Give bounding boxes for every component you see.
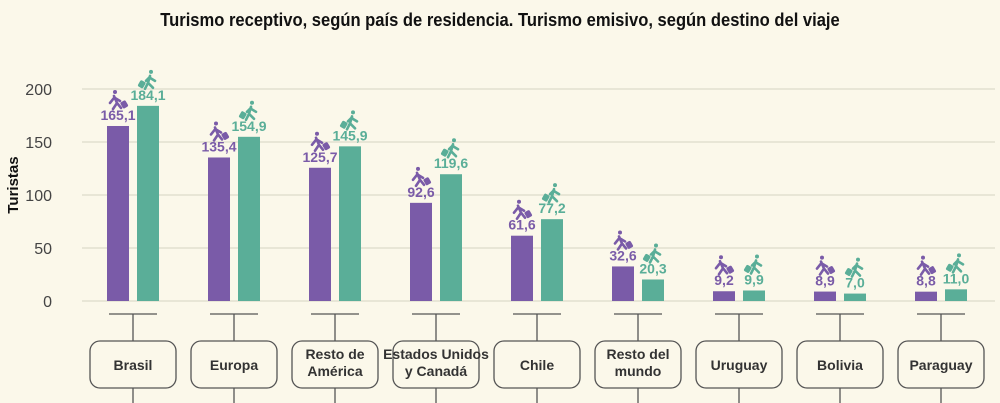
category-label: Europa [210,357,258,373]
departing-traveler-icon [743,254,763,275]
bar [844,293,866,301]
departing-traveler-icon [339,110,359,131]
bar [208,157,230,301]
data-label: 20,3 [639,260,666,276]
data-label: 119,6 [434,155,468,171]
category-label: Resto de [305,346,364,362]
arriving-traveler-icon [411,166,432,188]
bar [440,174,462,301]
category-label: mundo [615,363,662,379]
data-label: 125,7 [302,149,337,165]
data-label: 77,2 [538,200,565,216]
data-label: 11,0 [943,270,970,286]
category-box [392,340,480,389]
bar [339,146,361,301]
arriving-traveler-icon [916,255,937,276]
category-label: Uruguay [711,357,768,373]
y-tick-label: 200 [25,82,52,99]
bar [642,279,664,301]
bar [541,219,563,301]
data-label: 61,6 [508,217,535,233]
category-box [493,340,581,389]
category-label: América [307,363,362,379]
bar [511,235,533,301]
data-label: 145,9 [332,127,367,143]
category-label: Estados Unidos [383,346,489,362]
data-label: 9,9 [744,272,764,288]
category-label: y Canadá [405,363,467,379]
data-label: 154,9 [231,118,266,134]
category-label: Brasil [114,357,153,373]
data-label: 8,8 [916,273,936,289]
category-box [291,340,379,389]
departing-traveler-icon [541,183,561,204]
data-label: 165,1 [100,107,135,123]
arriving-traveler-icon [815,255,836,276]
bar [612,266,634,301]
bar [137,105,159,301]
departing-traveler-icon [844,257,864,278]
y-axis-label: Turistas [5,156,22,213]
y-tick-label: 0 [43,294,52,311]
arriving-traveler-icon [310,131,331,153]
category-box [897,340,985,389]
bar [945,289,967,301]
arriving-traveler-icon [714,255,735,276]
departing-traveler-icon [440,138,460,159]
chart-title: Turismo receptivo, según país de residen… [160,10,840,30]
bar [713,291,735,301]
bar [238,136,260,301]
category-box [695,340,783,389]
data-label: 135,4 [201,138,236,154]
category-box [89,340,177,389]
category-box [190,340,278,389]
data-label: 184,1 [130,87,165,103]
category-label: Resto del [606,346,669,362]
bar [814,291,836,301]
arriving-traveler-icon [613,230,634,251]
y-tick-label: 50 [34,241,52,258]
arriving-traveler-icon [209,121,230,142]
data-label: 7,0 [845,275,865,291]
y-tick-label: 100 [25,188,52,205]
arriving-traveler-icon [108,89,129,111]
data-label: 9,2 [714,272,734,288]
arriving-traveler-icon [512,199,533,221]
bar [107,125,129,301]
category-label: Bolivia [817,357,863,373]
bar [410,202,432,301]
category-box [796,340,884,389]
category-label: Paraguay [909,357,972,373]
y-tick-label: 150 [25,135,52,152]
departing-traveler-icon [137,69,157,91]
data-label: 8,9 [815,273,835,289]
bar [309,167,331,301]
departing-traveler-icon [945,253,965,274]
departing-traveler-icon [238,100,258,122]
category-label: Chile [520,357,554,373]
category-box [594,340,682,389]
bar [915,291,937,301]
data-label: 32,6 [609,247,636,263]
data-label: 92,6 [407,184,434,200]
departing-traveler-icon [642,243,662,264]
bar [743,290,765,301]
